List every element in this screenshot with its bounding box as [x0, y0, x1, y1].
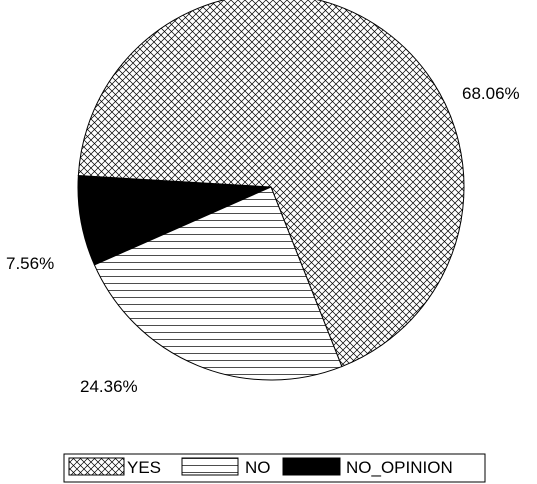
- slice-label-yes: 68.06%: [462, 84, 520, 103]
- pie-slice-no: [93, 186, 343, 381]
- legend: YES NO NO_OPINION: [63, 453, 486, 483]
- slice-label-no-opinion: 7.56%: [6, 254, 54, 273]
- legend-label-no: NO: [245, 458, 271, 477]
- slice-label-no: 24.36%: [80, 377, 138, 396]
- pie-slices: [77, 0, 465, 381]
- legend-frame: [63, 453, 486, 483]
- legend-swatch-no: [181, 457, 239, 476]
- slice-labels: 68.06% 24.36% 7.56%: [6, 84, 520, 396]
- legend-label-yes: YES: [127, 458, 161, 477]
- legend-swatch-no-opinion: [282, 457, 341, 476]
- legend-label-no-opinion: NO_OPINION: [346, 458, 453, 477]
- pie-slice-yes: [77, 0, 465, 368]
- legend-swatch-yes: [68, 457, 125, 476]
